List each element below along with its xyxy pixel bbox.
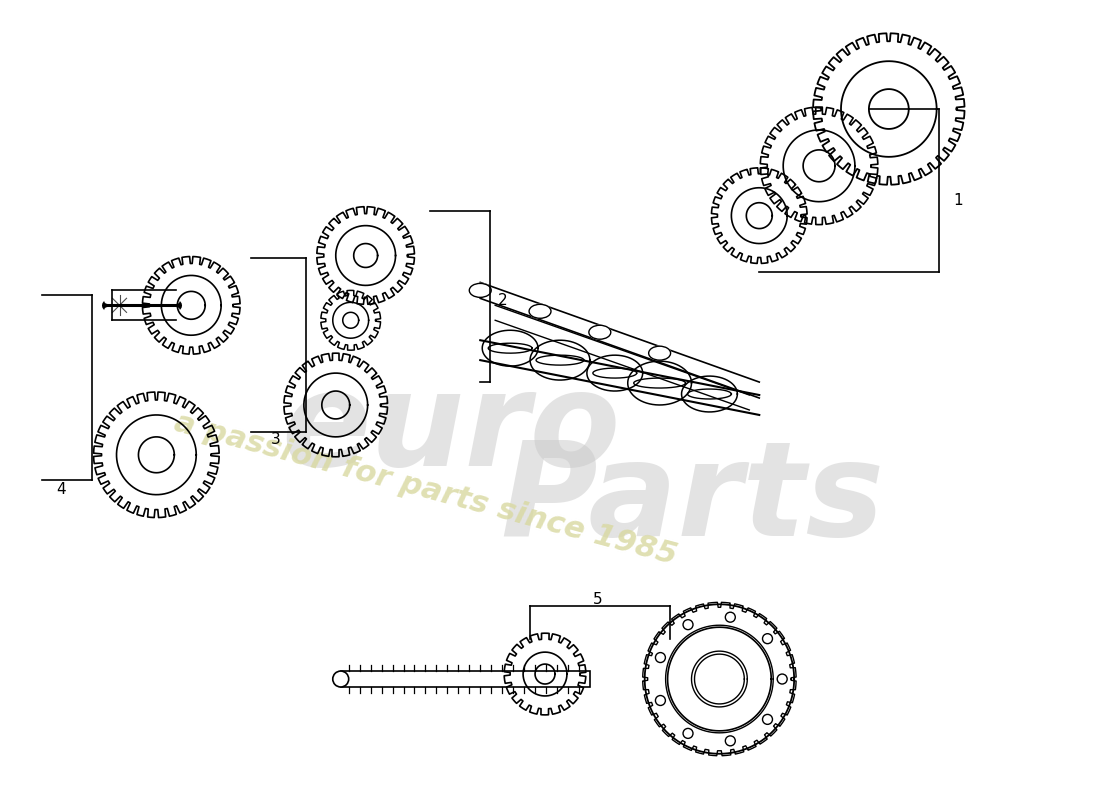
Circle shape [683, 620, 693, 630]
Circle shape [656, 695, 666, 706]
Ellipse shape [649, 346, 671, 360]
Circle shape [762, 714, 772, 724]
Ellipse shape [470, 283, 492, 298]
Ellipse shape [529, 304, 551, 318]
Circle shape [725, 612, 735, 622]
Circle shape [683, 729, 693, 738]
Circle shape [656, 653, 666, 662]
Circle shape [725, 736, 735, 746]
Circle shape [778, 674, 788, 684]
Text: a passion for parts since 1985: a passion for parts since 1985 [172, 408, 681, 570]
Circle shape [762, 634, 772, 644]
Text: euro: euro [280, 366, 620, 494]
Text: 1: 1 [954, 193, 964, 208]
Text: 5: 5 [593, 592, 603, 607]
Text: Parts: Parts [500, 436, 884, 563]
Text: 2: 2 [498, 293, 508, 308]
Text: 3: 3 [271, 432, 281, 447]
Bar [341, 671, 590, 687]
Text: 4: 4 [57, 482, 66, 497]
Ellipse shape [333, 671, 349, 687]
Ellipse shape [588, 326, 610, 339]
